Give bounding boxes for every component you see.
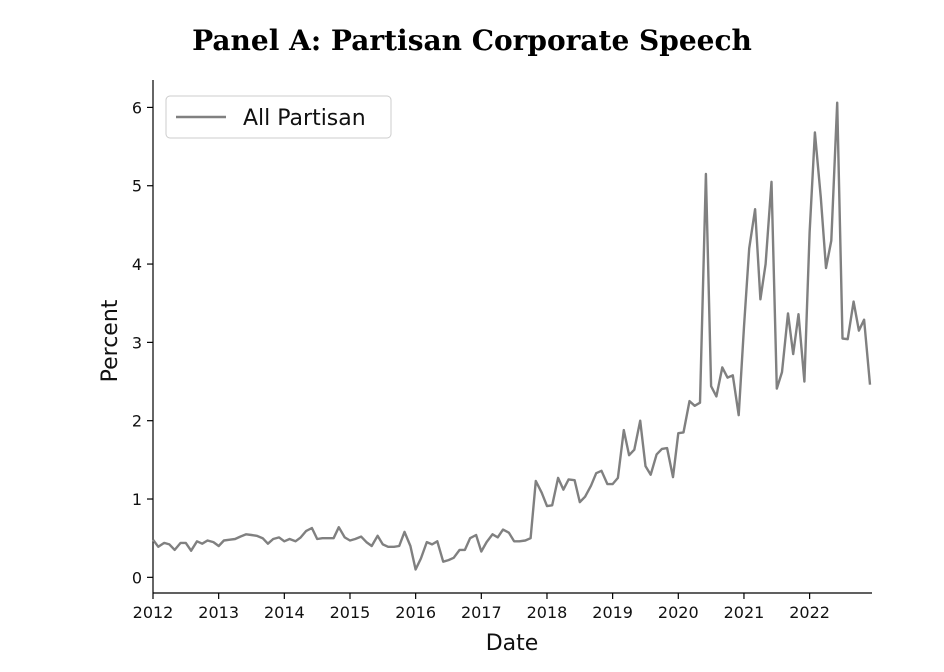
x-tick-label: 2021 — [724, 603, 765, 622]
x-tick-label: 2012 — [133, 603, 174, 622]
y-tick-label: 0 — [132, 568, 142, 587]
y-tick-label: 5 — [132, 177, 142, 196]
x-tick-label: 2018 — [527, 603, 568, 622]
x-tick-label: 2017 — [461, 603, 502, 622]
x-tick-label: 2020 — [658, 603, 699, 622]
y-tick-label: 6 — [132, 98, 142, 117]
axes: 0 1 2 3 4 5 6 2012 2013 2014 2015 2016 2017 2018 2019 2… — [132, 80, 872, 622]
x-tick-label: 2016 — [395, 603, 436, 622]
chart-title: Panel A: Partisan Corporate Speech — [192, 24, 752, 57]
y-tick-label: 3 — [132, 333, 142, 352]
legend-box — [165, 95, 392, 139]
series-layer — [152, 101, 872, 571]
y-tick-label: 4 — [132, 255, 142, 274]
x-tick-label: 2022 — [789, 603, 830, 622]
x-tick-label: 2015 — [330, 603, 371, 622]
legend: All Partisan — [165, 95, 392, 139]
series-line-all-partisan — [152, 101, 872, 571]
y-tick-label: 2 — [132, 412, 142, 431]
x-tick-label: 2019 — [592, 603, 633, 622]
legend-label: All Partisan — [243, 106, 366, 131]
x-axis-label: Date — [486, 631, 539, 656]
x-tick-label: 2013 — [198, 603, 239, 622]
y-tick-label: 1 — [132, 490, 142, 509]
y-axis-label: Percent — [98, 299, 123, 382]
x-tick-label: 2014 — [264, 603, 305, 622]
